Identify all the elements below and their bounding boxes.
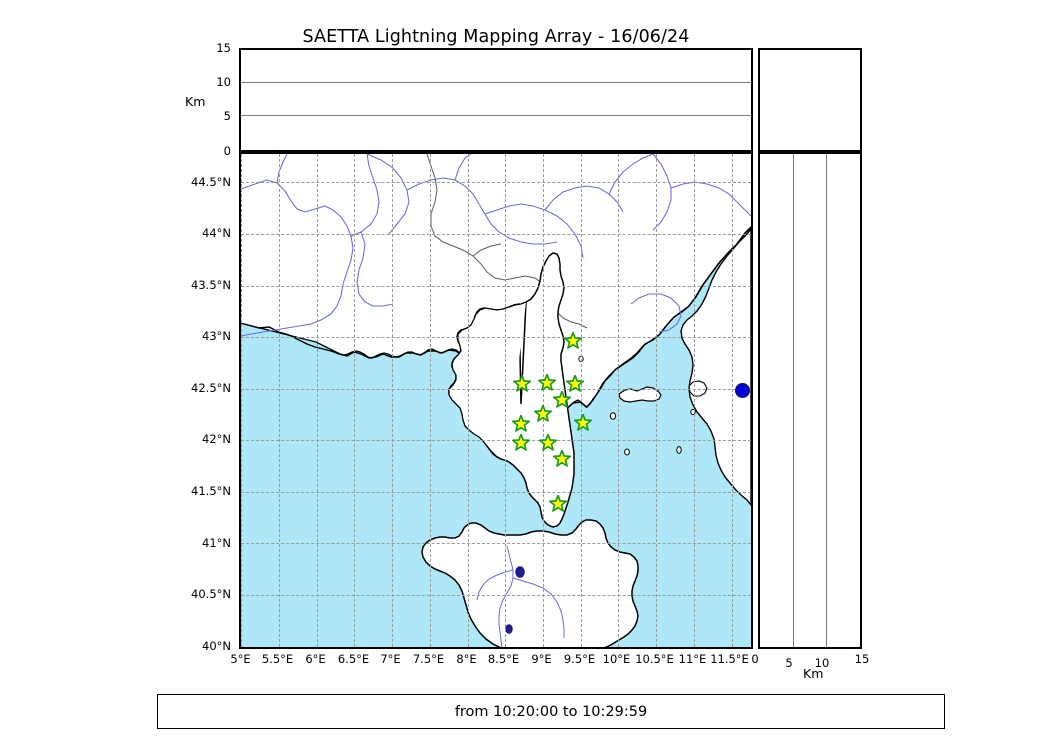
gridline-lon-8.5 [505,154,507,647]
time-range-caption: from 10:20:00 to 10:29:59 [454,703,648,720]
coast-bay-detail [688,380,708,397]
gridline-lat-44.5 [241,182,751,184]
altitude-ytick-0: 0 [223,144,231,158]
gridline-lon-5.0 [241,154,243,647]
map-ytick-42.5N: 42.5°N [191,381,231,395]
east-axis-label: Km [803,666,824,681]
altitude-ytick-10: 10 [216,75,231,89]
altitude-ytick-15: 15 [216,41,231,55]
map-xtick-7E: 7°E [380,652,401,666]
altitude-vs-east-panel[interactable] [758,48,862,152]
sardinia-rivers [476,545,565,647]
map-xtick-9E: 9°E [531,652,552,666]
map-ytick-41N: 41°N [202,536,231,550]
time-range-caption-box: from 10:20:00 to 10:29:59 [157,694,945,729]
gridline-lon-11.5 [731,154,733,647]
gridline-lon-11.0 [693,154,695,647]
latitude-vs-altitude-panel[interactable] [758,152,862,649]
map-xtick-10E: 10°E [602,652,631,666]
map-ytick-41.5N: 41.5°N [191,484,231,498]
gridline-lat-40.5 [241,595,751,596]
map-xtick-5.5E: 5.5°E [261,652,294,666]
map-ytick-43N: 43°N [202,329,231,343]
sardinia-lake-1 [515,566,525,578]
lightning-source-marker[interactable] [734,382,750,398]
island-elba [618,386,662,403]
map-xtick-8.5E: 8.5°E [487,652,520,666]
gridline-lat-41.0 [241,543,751,545]
altitude-axis-label: Km [185,94,206,109]
river-network [241,154,751,337]
east-xtick-0: 0 [751,652,759,666]
gridline-lon-9.5 [580,154,582,647]
altitude-ytick-5: 5 [223,109,231,123]
map-xtick-5E: 5°E [230,652,251,666]
map-ytick-44.5N: 44.5°N [191,175,231,189]
altitude-gridline-10 [241,82,751,83]
map-ytick-40.5N: 40.5°N [191,587,231,601]
gridline-lat-44.0 [241,234,751,235]
map-xtick-11.5E: 11.5°E [710,652,749,666]
island-montecristo [676,446,682,454]
geographic-map-panel[interactable] [239,152,753,649]
map-xtick-11E: 11°E [678,652,707,666]
map-ytick-42N: 42°N [202,432,231,446]
altitude-vs-longitude-panel[interactable] [239,48,753,152]
island-pianosa [624,448,630,456]
gridline-lon-6.5 [354,154,356,647]
island-capraia [609,412,617,420]
map-xtick-7.5E: 7.5°E [412,652,445,666]
map-ytick-43.5N: 43.5°N [191,278,231,292]
map-xtick-9.5E: 9.5°E [563,652,596,666]
map-ytick-44N: 44°N [202,226,231,240]
gridline-lat-42.0 [241,440,751,442]
map-xtick-8E: 8°E [456,652,477,666]
gridline-lon-10.5 [656,154,657,647]
gridline-lat-43.5 [241,285,751,287]
gridline-lon-9.0 [542,154,544,647]
map-xtick-10.5E: 10.5°E [635,652,674,666]
gridline-lat-42.5 [241,388,751,390]
map-xtick-6E: 6°E [305,652,326,666]
east-xtick-10: 10 [814,656,830,670]
gridline-lon-7.5 [429,154,431,647]
gridline-lat-43.0 [241,337,751,339]
sardinia-lake-2 [505,624,513,634]
east-xtick-5: 5 [785,656,793,670]
east-gridline-10 [826,154,827,647]
gridline-lat-40.0 [241,646,751,647]
altitude-gridline-5 [241,115,751,116]
map-xtick-6.5E: 6.5°E [337,652,370,666]
coastline-tuscany [680,227,751,507]
gridline-lon-8.0 [467,154,469,647]
gridline-lat-41.5 [241,491,751,493]
gridline-lon-10.0 [618,154,620,647]
gridline-lon-7.0 [392,154,394,647]
east-gridline-5 [793,154,794,647]
east-xtick-15: 15 [854,652,870,666]
gridline-lon-5.5 [278,154,280,647]
gridline-lon-6.0 [316,154,318,647]
page-title: SAETTA Lightning Mapping Array - 16/06/2… [302,27,690,47]
map-ytick-40N: 40°N [202,639,231,653]
